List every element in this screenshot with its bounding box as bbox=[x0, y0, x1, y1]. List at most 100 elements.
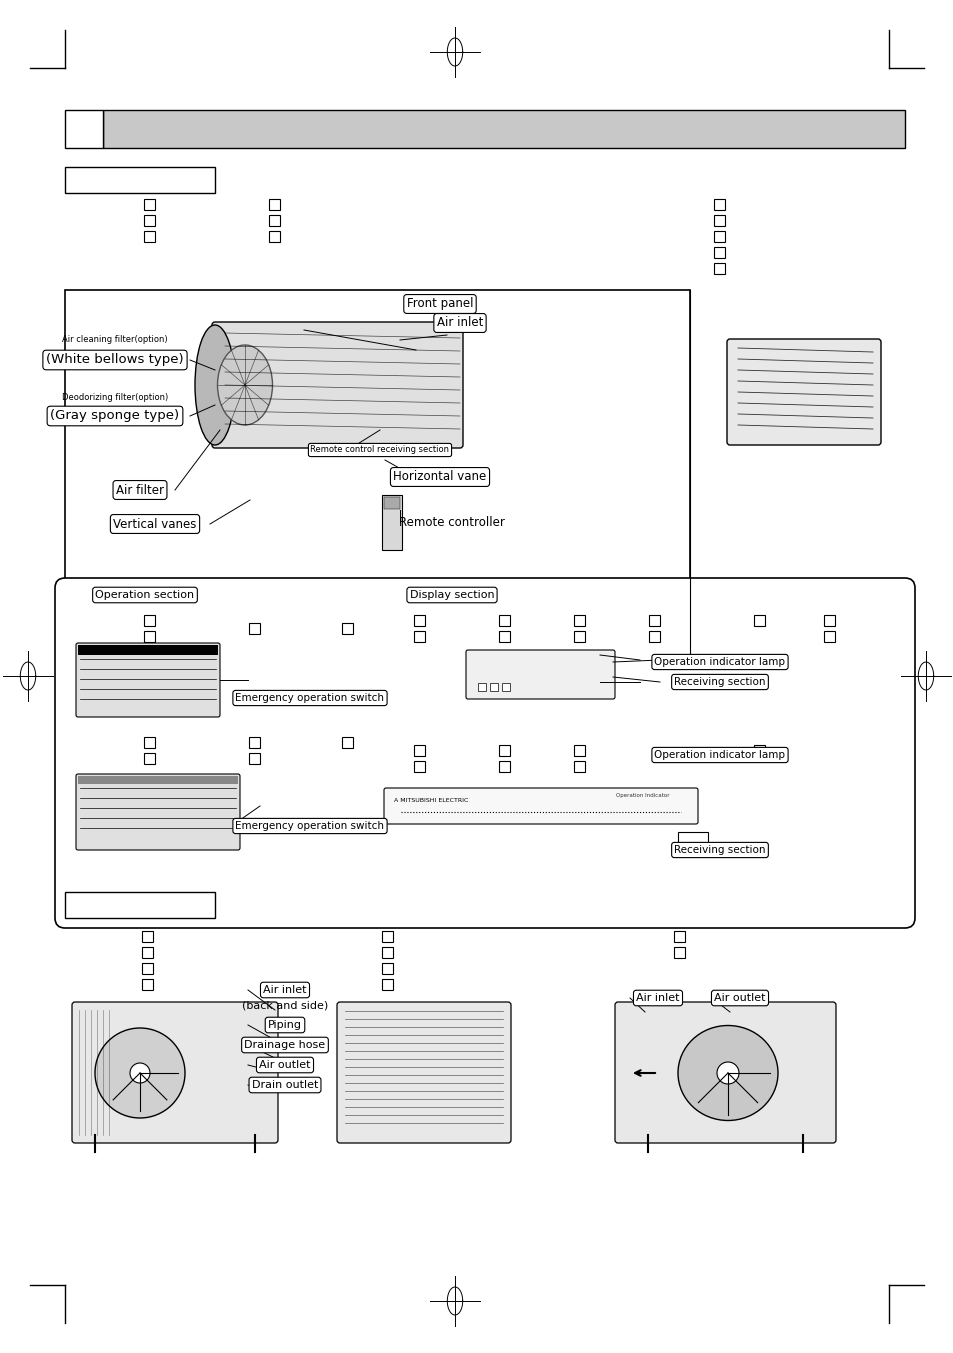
Bar bbox=[381, 495, 401, 551]
Bar bbox=[382, 947, 393, 958]
Bar bbox=[649, 614, 659, 625]
Text: Horizontal vane: Horizontal vane bbox=[393, 471, 486, 483]
Bar bbox=[78, 777, 237, 783]
Text: Vertical vanes: Vertical vanes bbox=[113, 517, 196, 530]
Bar bbox=[142, 947, 153, 958]
FancyBboxPatch shape bbox=[384, 787, 698, 824]
FancyBboxPatch shape bbox=[465, 649, 615, 700]
Bar bbox=[342, 622, 354, 633]
Bar bbox=[342, 736, 354, 747]
Ellipse shape bbox=[194, 325, 234, 445]
Text: A MITSUBISHI ELECTRIC: A MITSUBISHI ELECTRIC bbox=[394, 797, 468, 802]
Bar bbox=[269, 230, 280, 241]
Bar bbox=[65, 290, 689, 655]
Text: (back and side): (back and side) bbox=[242, 1000, 328, 1009]
FancyBboxPatch shape bbox=[76, 774, 240, 850]
Text: Emergency operation switch: Emergency operation switch bbox=[235, 693, 384, 704]
Bar bbox=[490, 683, 497, 691]
Bar bbox=[574, 614, 585, 625]
Bar bbox=[144, 230, 155, 241]
Text: Remote controller: Remote controller bbox=[398, 515, 504, 529]
Bar bbox=[144, 199, 155, 210]
Text: Front panel: Front panel bbox=[406, 298, 473, 310]
Bar bbox=[574, 744, 585, 755]
Bar bbox=[823, 614, 835, 625]
Text: Drainage hose: Drainage hose bbox=[244, 1040, 325, 1050]
Ellipse shape bbox=[717, 1062, 739, 1084]
Bar bbox=[477, 683, 485, 691]
Text: Operation section: Operation section bbox=[95, 590, 194, 599]
Bar bbox=[714, 262, 724, 273]
Bar bbox=[65, 892, 214, 917]
Bar bbox=[823, 630, 835, 641]
Bar bbox=[574, 630, 585, 641]
Bar bbox=[384, 497, 399, 509]
Text: Air inlet: Air inlet bbox=[436, 317, 482, 330]
Bar bbox=[414, 630, 425, 641]
FancyBboxPatch shape bbox=[76, 643, 220, 717]
Bar bbox=[678, 832, 707, 854]
Bar bbox=[382, 978, 393, 989]
Bar bbox=[501, 683, 510, 691]
Text: Emergency operation switch: Emergency operation switch bbox=[235, 821, 384, 831]
Bar bbox=[674, 947, 685, 958]
Text: Receiving section: Receiving section bbox=[674, 676, 765, 687]
Text: Drain outlet: Drain outlet bbox=[252, 1080, 318, 1091]
FancyBboxPatch shape bbox=[212, 322, 462, 448]
FancyBboxPatch shape bbox=[615, 1003, 835, 1143]
Bar bbox=[269, 215, 280, 226]
Bar bbox=[142, 978, 153, 989]
Text: Air outlet: Air outlet bbox=[714, 993, 765, 1003]
Bar bbox=[499, 760, 510, 771]
Bar bbox=[142, 931, 153, 942]
Bar bbox=[499, 630, 510, 641]
Ellipse shape bbox=[130, 1063, 150, 1082]
Text: Receiving section: Receiving section bbox=[674, 846, 765, 855]
Bar bbox=[144, 736, 155, 747]
Bar bbox=[649, 630, 659, 641]
Ellipse shape bbox=[95, 1028, 185, 1118]
Bar bbox=[414, 760, 425, 771]
Bar bbox=[65, 110, 103, 147]
Text: (White bellows type): (White bellows type) bbox=[46, 353, 184, 367]
Bar bbox=[754, 614, 764, 625]
Bar bbox=[382, 931, 393, 942]
FancyBboxPatch shape bbox=[71, 1003, 277, 1143]
Text: Operation Indicator: Operation Indicator bbox=[616, 793, 669, 798]
Text: Air cleaning filter(option): Air cleaning filter(option) bbox=[62, 336, 168, 345]
Bar bbox=[754, 744, 764, 755]
FancyBboxPatch shape bbox=[55, 578, 914, 928]
Bar bbox=[78, 645, 218, 655]
Text: Air inlet: Air inlet bbox=[636, 993, 679, 1003]
Bar bbox=[382, 962, 393, 974]
Bar bbox=[144, 752, 155, 763]
Bar bbox=[65, 166, 214, 193]
Text: Operation indicator lamp: Operation indicator lamp bbox=[654, 750, 784, 760]
Bar bbox=[250, 622, 260, 633]
Bar bbox=[714, 199, 724, 210]
Text: Piping: Piping bbox=[268, 1020, 302, 1030]
Bar bbox=[414, 744, 425, 755]
Ellipse shape bbox=[678, 1026, 778, 1120]
FancyBboxPatch shape bbox=[726, 340, 880, 445]
Bar bbox=[250, 752, 260, 763]
Bar bbox=[574, 760, 585, 771]
Text: Operation indicator lamp: Operation indicator lamp bbox=[654, 658, 784, 667]
Bar bbox=[714, 230, 724, 241]
Bar bbox=[269, 199, 280, 210]
Text: Air outlet: Air outlet bbox=[259, 1059, 311, 1070]
Ellipse shape bbox=[217, 345, 273, 425]
Bar bbox=[144, 215, 155, 226]
Text: Air filter: Air filter bbox=[116, 483, 164, 497]
Text: Display section: Display section bbox=[409, 590, 494, 599]
Bar bbox=[144, 630, 155, 641]
Text: Air inlet: Air inlet bbox=[263, 985, 307, 994]
Text: (Gray sponge type): (Gray sponge type) bbox=[51, 410, 179, 422]
Bar bbox=[142, 962, 153, 974]
Bar bbox=[714, 215, 724, 226]
Bar bbox=[103, 110, 904, 147]
Bar bbox=[714, 246, 724, 257]
Bar bbox=[250, 736, 260, 747]
Bar bbox=[144, 614, 155, 625]
Text: Remote control receiving section: Remote control receiving section bbox=[310, 445, 449, 455]
